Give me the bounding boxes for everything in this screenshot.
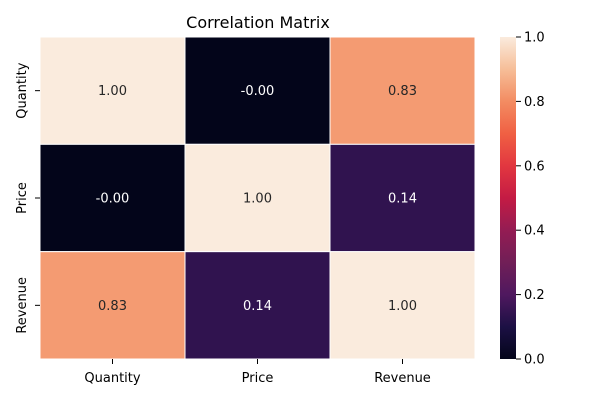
heatmap-cell [184, 251, 331, 360]
colorbar-tick-label: 0.8 [524, 95, 545, 110]
heatmap-cells [39, 36, 476, 360]
cell-value-label: 1.00 [98, 84, 127, 99]
y-tick-label: Revenue [15, 277, 30, 334]
heatmap-cell [329, 36, 476, 145]
cell-value-label: -0.00 [241, 84, 275, 99]
heatmap-cell [184, 36, 331, 145]
colorbar-tick-label: 0.4 [524, 224, 545, 239]
cell-value-label: -0.00 [96, 192, 130, 207]
x-tick-label: Price [242, 371, 274, 386]
chart-title: Correlation Matrix [186, 13, 330, 32]
heatmap-cell [329, 143, 476, 253]
cell-value-label: 0.83 [98, 299, 127, 314]
cell-labels: 1.00 -0.00 0.83 -0.00 1.00 0.14 0.83 0.14 1.00 [96, 84, 417, 314]
y-tick-label: Price [15, 182, 30, 214]
colorbar-tick-label: 0.2 [524, 288, 545, 303]
cell-value-label: 0.14 [388, 192, 417, 207]
x-tick-label: Quantity [84, 371, 140, 386]
heatmap-cell [184, 143, 331, 253]
colorbar-ticks: 0.0 0.2 0.4 0.6 0.8 1.0 [516, 31, 545, 368]
colorbar-tick-label: 0.6 [524, 159, 545, 174]
y-tick-label: Quantity [15, 62, 30, 118]
cell-value-label: 1.00 [388, 299, 417, 314]
colorbar: 0.0 0.2 0.4 0.6 0.8 1.0 [500, 31, 545, 368]
cell-value-label: 1.00 [243, 192, 272, 207]
colorbar-tick-label: 1.0 [524, 31, 545, 46]
cell-value-label: 0.14 [243, 299, 272, 314]
heatmap-cell [39, 36, 186, 145]
y-axis: Quantity Price Revenue [15, 62, 40, 334]
cell-value-label: 0.83 [388, 84, 417, 99]
x-axis: Quantity Price Revenue [84, 359, 431, 386]
heatmap-cell [39, 143, 186, 253]
colorbar-tick-label: 0.0 [524, 353, 545, 368]
colorbar-gradient [500, 37, 516, 359]
x-tick-label: Revenue [374, 371, 431, 386]
